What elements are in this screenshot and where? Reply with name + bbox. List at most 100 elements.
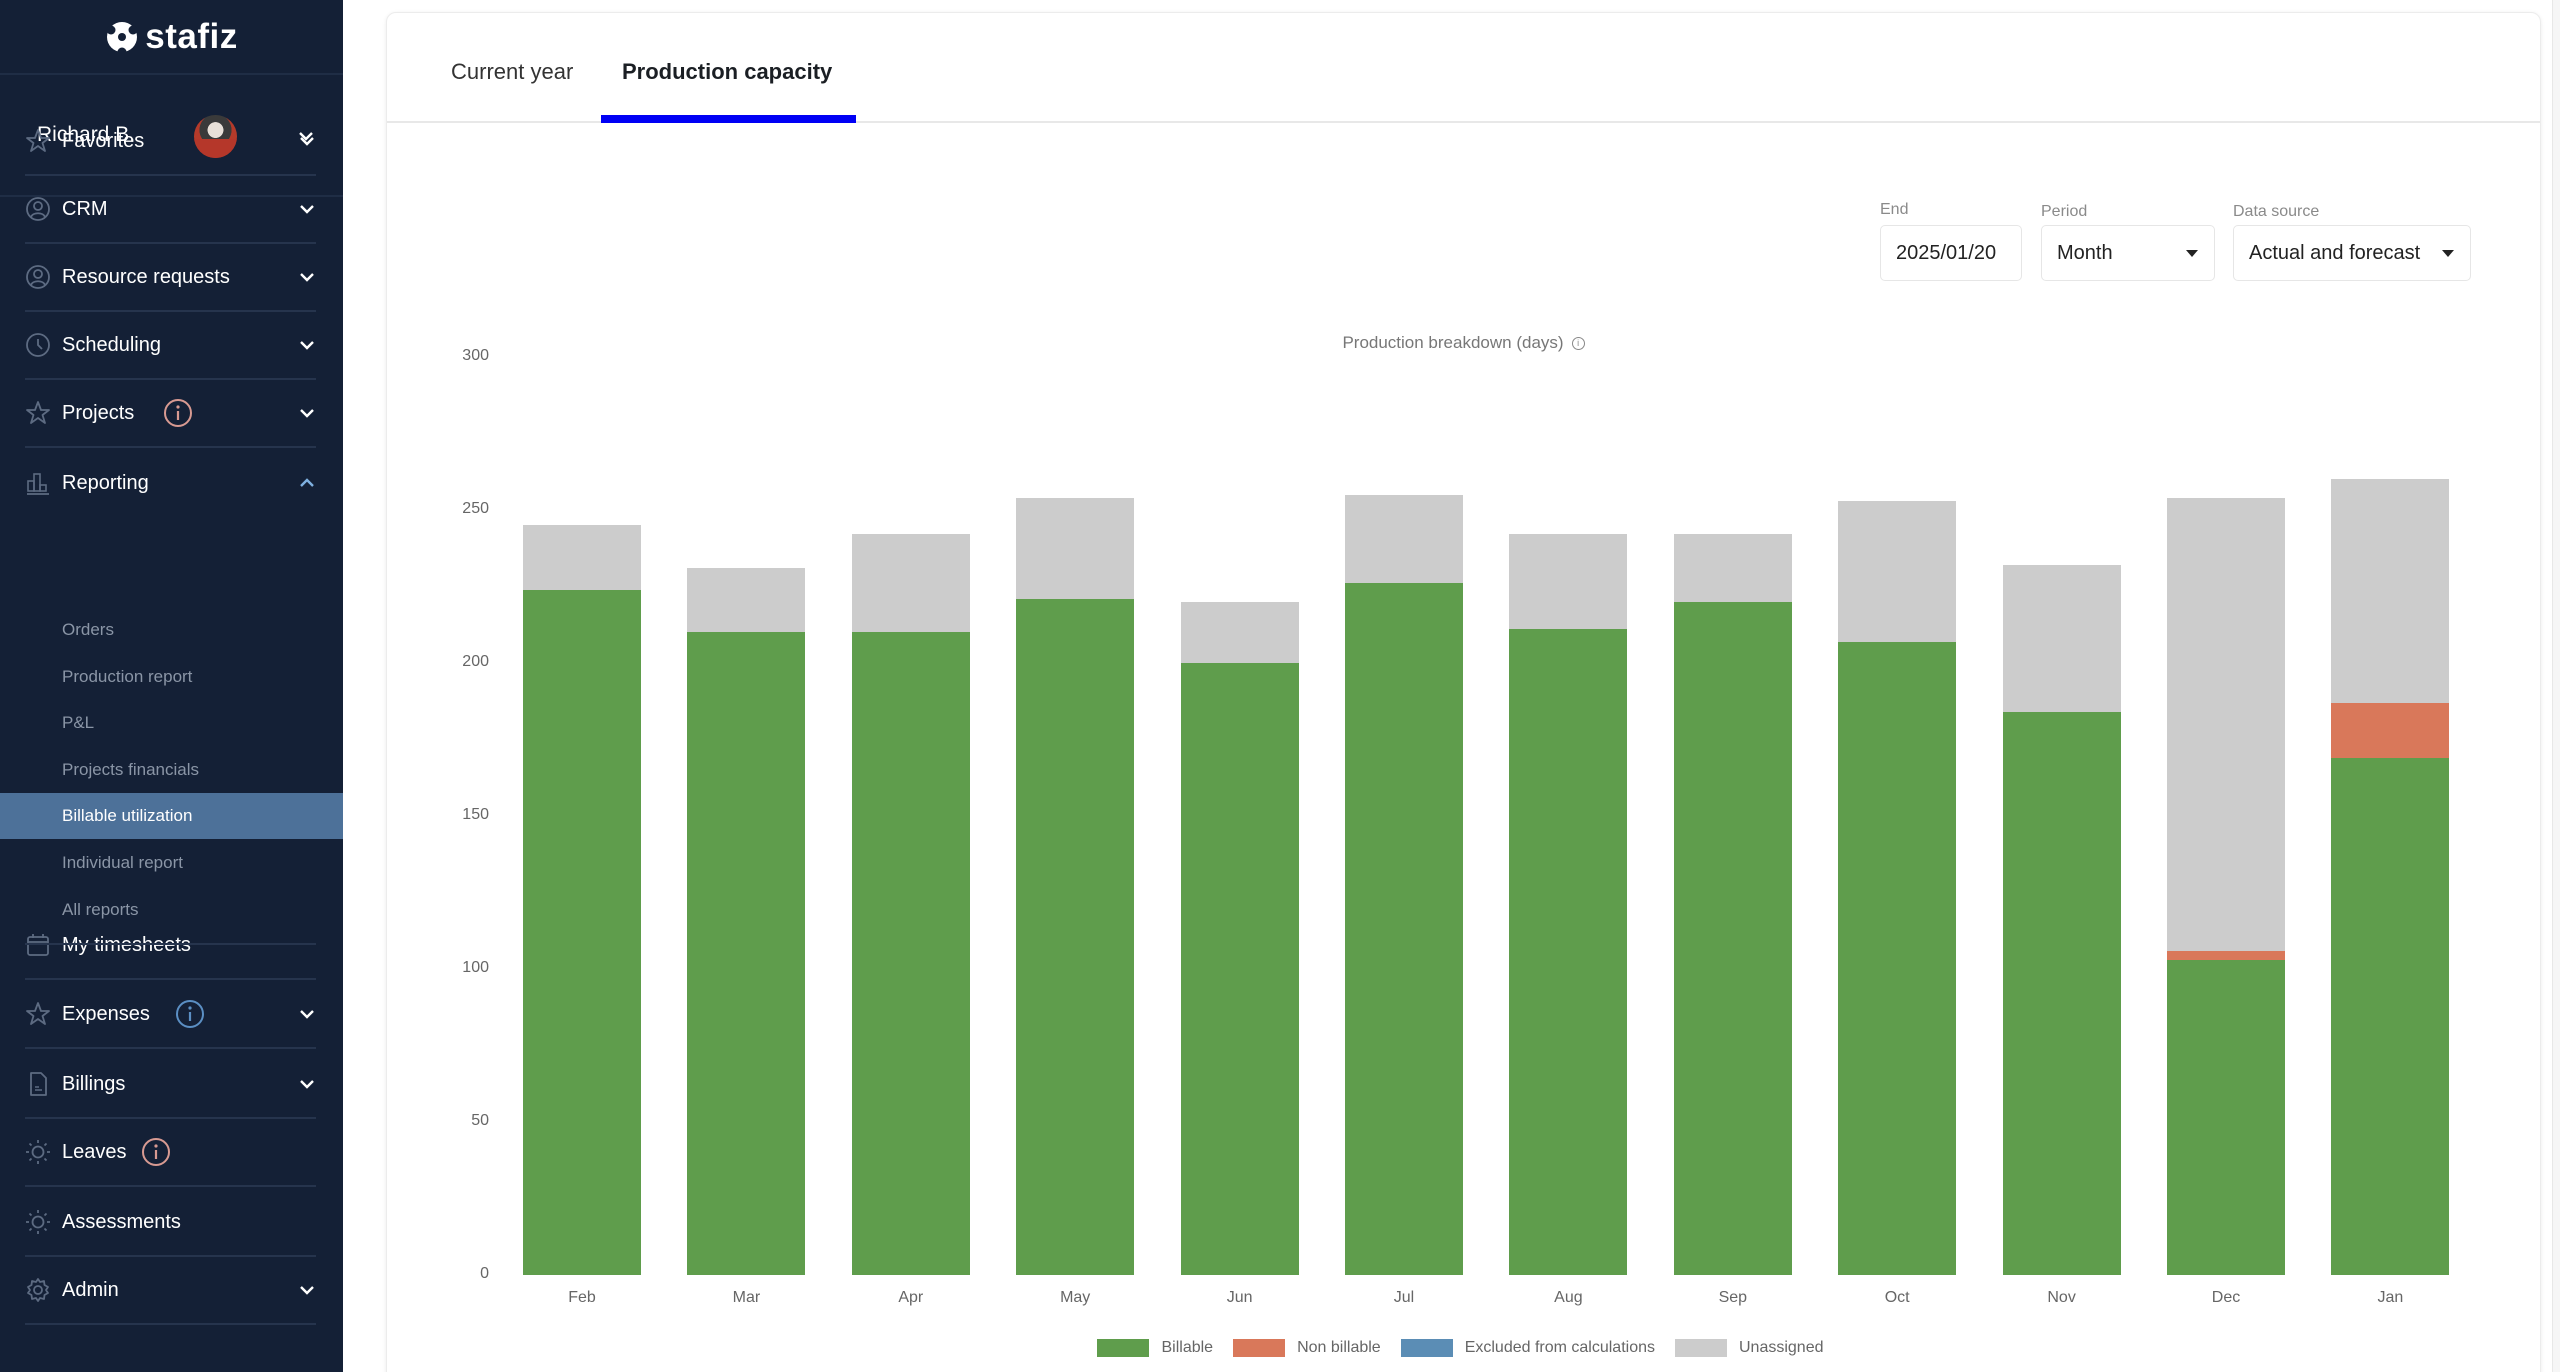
scrollbar[interactable] bbox=[2552, 0, 2560, 1372]
bar-segment-unassigned[interactable] bbox=[1016, 497, 1135, 599]
bar-segment-unassigned[interactable] bbox=[1509, 534, 1628, 630]
bar-segment-billable[interactable] bbox=[1180, 662, 1299, 1275]
chevron-down-icon[interactable] bbox=[297, 127, 315, 145]
bar-feb[interactable] bbox=[523, 525, 641, 1275]
chevron-down-icon[interactable] bbox=[298, 1005, 316, 1023]
bar-nov[interactable] bbox=[2002, 565, 2121, 1275]
bar-segment-unassigned[interactable] bbox=[523, 525, 641, 590]
sidebar-item-leaves[interactable]: Leaves bbox=[25, 1119, 316, 1187]
submenu-item-billable-utilization[interactable]: Billable utilization bbox=[0, 793, 343, 839]
submenu-item-label: Billable utilization bbox=[62, 806, 193, 825]
chevron-down-icon[interactable] bbox=[298, 336, 316, 354]
bar-aug[interactable] bbox=[1509, 534, 1628, 1275]
bar-segment-unassigned[interactable] bbox=[851, 534, 970, 633]
sidebar-item-label: Assessments bbox=[62, 1210, 181, 1233]
bar-segment-billable[interactable] bbox=[1016, 598, 1135, 1275]
end-date-input[interactable]: 2025/01/20 bbox=[1880, 225, 2022, 281]
tab-current-year[interactable]: Current year bbox=[451, 59, 574, 84]
sidebar-item-scheduling[interactable]: Scheduling bbox=[25, 312, 316, 380]
bar-dec[interactable] bbox=[2167, 497, 2285, 1275]
bar-apr[interactable] bbox=[851, 534, 970, 1275]
chevron-down-icon[interactable] bbox=[298, 1075, 316, 1093]
submenu-item-label: Orders bbox=[62, 620, 114, 639]
x-axis-label: Jun bbox=[1226, 1289, 1253, 1306]
y-axis-tick: 150 bbox=[462, 806, 489, 823]
info-icon[interactable]: i bbox=[1571, 337, 1585, 351]
bar-segment-billable[interactable] bbox=[1673, 601, 1792, 1275]
bar-segment-unassigned[interactable] bbox=[1180, 601, 1299, 663]
legend-label: Unassigned bbox=[1739, 1339, 1824, 1356]
bar-jun[interactable] bbox=[1180, 601, 1299, 1275]
bar-segment-unassigned[interactable] bbox=[2331, 479, 2450, 703]
legend-swatch bbox=[1097, 1339, 1150, 1357]
bar-sep[interactable] bbox=[1673, 534, 1792, 1275]
avatar[interactable] bbox=[194, 115, 237, 158]
bar-segment-billable[interactable] bbox=[1345, 583, 1463, 1275]
period-select[interactable]: Month bbox=[2041, 225, 2215, 281]
x-axis-label: Dec bbox=[2211, 1289, 2241, 1306]
logo[interactable]: stafiz bbox=[0, 0, 343, 75]
submenu-item-p-l[interactable]: P&L bbox=[0, 700, 343, 746]
submenu-item-projects-financials[interactable]: Projects financials bbox=[0, 747, 343, 793]
submenu-item-production-report[interactable]: Production report bbox=[0, 654, 343, 700]
chevron-down-icon[interactable] bbox=[298, 132, 316, 150]
sidebar-item-crm[interactable]: CRM bbox=[25, 176, 316, 244]
bar-segment-unassigned[interactable] bbox=[2167, 497, 2285, 951]
bar-mar[interactable] bbox=[687, 568, 806, 1275]
bar-segment-billable[interactable] bbox=[851, 632, 970, 1275]
bar-segment-unassigned[interactable] bbox=[1345, 494, 1463, 584]
sidebar-item-label: My timesheets bbox=[62, 933, 191, 956]
bar-segment-billable[interactable] bbox=[523, 589, 641, 1275]
sidebar-item-resource-requests[interactable]: Resource requests bbox=[25, 244, 316, 312]
submenu-item-orders[interactable]: Orders bbox=[0, 607, 343, 653]
user-menu[interactable]: Richard B. bbox=[0, 75, 343, 197]
tab-production-capacity[interactable]: Production capacity bbox=[622, 59, 833, 84]
bar-jul[interactable] bbox=[1345, 494, 1463, 1275]
bar-may[interactable] bbox=[1016, 497, 1135, 1275]
legend-item-non-billable[interactable]: Non billable bbox=[1233, 1339, 1381, 1357]
bar-jan[interactable] bbox=[2331, 479, 2450, 1275]
bar-segment-non-billable[interactable] bbox=[2167, 950, 2285, 960]
sidebar-item-assessments[interactable]: Assessments bbox=[25, 1189, 316, 1257]
bar-segment-unassigned[interactable] bbox=[1673, 534, 1792, 602]
bar-segment-unassigned[interactable] bbox=[1838, 500, 1957, 642]
bar-segment-unassigned[interactable] bbox=[687, 568, 806, 633]
period-value: Month bbox=[2057, 241, 2113, 264]
end-label: End bbox=[1880, 201, 1909, 218]
data-source-select[interactable]: Actual and forecast bbox=[2233, 225, 2471, 281]
bar-oct[interactable] bbox=[1838, 500, 1957, 1275]
chevron-down-icon[interactable] bbox=[298, 268, 316, 286]
bar-segment-billable[interactable] bbox=[687, 632, 806, 1275]
info-icon[interactable] bbox=[175, 999, 205, 1029]
bar-segment-billable[interactable] bbox=[2002, 711, 2121, 1275]
sidebar-item-reporting[interactable]: Reporting bbox=[25, 449, 316, 517]
sidebar-item-label: Reporting bbox=[62, 471, 149, 494]
submenu-item-all-reports[interactable]: All reports bbox=[0, 887, 343, 933]
bar-segment-billable[interactable] bbox=[2331, 757, 2450, 1275]
chevron-down-icon[interactable] bbox=[298, 404, 316, 422]
bar-segment-billable[interactable] bbox=[1838, 641, 1957, 1275]
bar-segment-unassigned[interactable] bbox=[2002, 565, 2121, 712]
bar-segment-billable[interactable] bbox=[2167, 959, 2285, 1275]
x-axis-label: Aug bbox=[1554, 1289, 1583, 1306]
bar-segment-billable[interactable] bbox=[1509, 629, 1628, 1275]
legend-item-billable[interactable]: Billable bbox=[1097, 1339, 1213, 1357]
x-axis-label: Jan bbox=[2377, 1289, 2404, 1306]
sidebar-item-projects[interactable]: Projects bbox=[25, 380, 316, 448]
sidebar-item-favorites[interactable]: Favorites bbox=[25, 108, 316, 176]
sidebar-item-label: Favorites bbox=[62, 129, 145, 152]
submenu-item-label: Individual report bbox=[62, 853, 183, 872]
chevron-down-icon[interactable] bbox=[298, 200, 316, 218]
chevron-up-icon[interactable] bbox=[298, 474, 316, 492]
sidebar-item-billings[interactable]: Billings bbox=[25, 1051, 316, 1119]
info-icon[interactable] bbox=[163, 398, 193, 428]
submenu-item-individual-report[interactable]: Individual report bbox=[0, 840, 343, 886]
sidebar-item-expenses[interactable]: Expenses bbox=[25, 981, 316, 1049]
sidebar-item-admin[interactable]: Admin bbox=[25, 1257, 316, 1325]
legend-item-excluded-from-calculations[interactable]: Excluded from calculations bbox=[1400, 1339, 1655, 1357]
bar-segment-non-billable[interactable] bbox=[2331, 702, 2450, 758]
legend-item-unassigned[interactable]: Unassigned bbox=[1675, 1339, 1824, 1357]
info-icon[interactable] bbox=[141, 1137, 171, 1167]
legend-swatch bbox=[1400, 1339, 1453, 1357]
chevron-down-icon[interactable] bbox=[298, 1281, 316, 1299]
